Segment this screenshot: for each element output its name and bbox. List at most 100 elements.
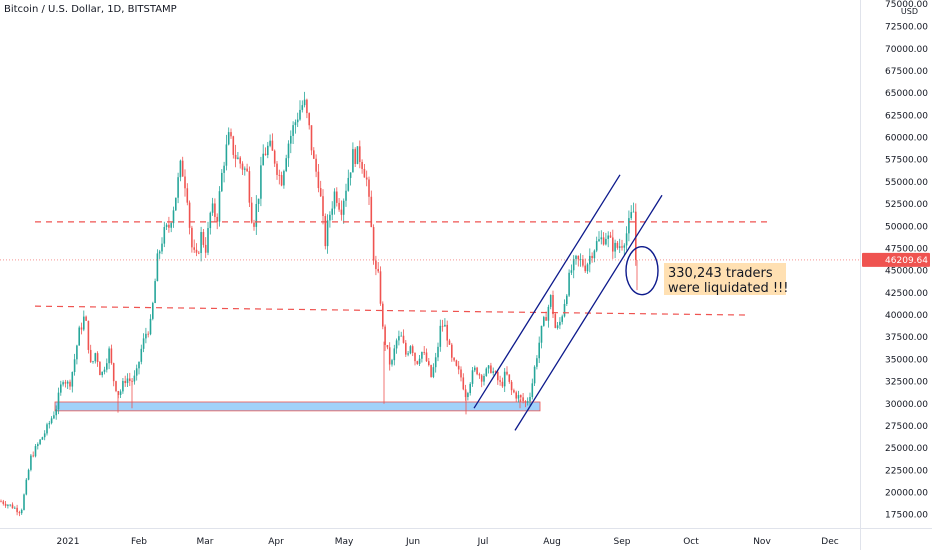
time-tick-label: Apr bbox=[268, 537, 284, 547]
candle-body bbox=[181, 160, 184, 177]
candle-body bbox=[568, 272, 570, 296]
candle-body bbox=[296, 119, 299, 123]
candle-body bbox=[207, 228, 209, 253]
candle-body bbox=[451, 344, 453, 358]
candle-body bbox=[306, 99, 308, 114]
candle-body bbox=[269, 140, 271, 146]
candle-body bbox=[625, 233, 628, 246]
candle-body bbox=[602, 237, 605, 245]
candle-body bbox=[87, 320, 90, 350]
candle-body bbox=[156, 253, 159, 282]
candle-body bbox=[575, 255, 577, 259]
price-tick-label: 62500.00 bbox=[885, 111, 928, 121]
candle-body bbox=[135, 368, 138, 376]
candle-body bbox=[191, 227, 193, 248]
candle-body bbox=[283, 171, 285, 186]
candle-body bbox=[232, 136, 235, 155]
candle-body bbox=[506, 371, 508, 375]
candle-body bbox=[246, 168, 248, 172]
candle-body bbox=[490, 365, 492, 373]
candle-body bbox=[549, 295, 552, 307]
candle-body bbox=[607, 235, 609, 239]
candle-body bbox=[2, 501, 5, 504]
candle-body bbox=[340, 209, 343, 215]
candle-body bbox=[124, 380, 126, 384]
highlight-circle bbox=[625, 245, 659, 296]
candle-body bbox=[457, 365, 460, 370]
candle-body bbox=[600, 237, 603, 240]
candle-body bbox=[188, 202, 191, 228]
candle-body bbox=[326, 220, 329, 247]
candle-body bbox=[469, 383, 471, 394]
candle-body bbox=[593, 250, 596, 259]
candle-body bbox=[485, 368, 488, 376]
candle-body bbox=[524, 401, 527, 403]
candle-body bbox=[347, 177, 350, 191]
candle-body bbox=[543, 317, 545, 326]
candle-body bbox=[129, 378, 131, 381]
candle-body bbox=[46, 424, 48, 434]
candle-body bbox=[179, 160, 182, 178]
candle-body bbox=[501, 381, 504, 387]
candle-body bbox=[533, 366, 536, 384]
candle-body bbox=[598, 239, 600, 242]
candle-body bbox=[336, 191, 338, 203]
candle-body bbox=[161, 243, 163, 252]
candle-body bbox=[163, 227, 166, 244]
candle-body bbox=[152, 303, 154, 319]
candle-body bbox=[71, 371, 74, 387]
candle-body bbox=[324, 216, 327, 247]
candle-body bbox=[414, 352, 416, 362]
price-tick-label: 25000.00 bbox=[885, 444, 928, 454]
candle-body bbox=[616, 242, 619, 248]
candle-body bbox=[605, 238, 607, 245]
candle-body bbox=[0, 501, 2, 503]
candle-body bbox=[411, 346, 414, 353]
candle-body bbox=[508, 374, 511, 382]
candle-body bbox=[253, 222, 255, 227]
candle-body bbox=[375, 260, 377, 270]
candle-body bbox=[80, 327, 83, 330]
candle-body bbox=[48, 423, 51, 425]
time-tick-label: Oct bbox=[683, 537, 699, 547]
price-tick-label: 72500.00 bbox=[885, 23, 928, 33]
candle-body bbox=[561, 316, 563, 322]
candle-body bbox=[386, 344, 389, 348]
candle-body bbox=[110, 348, 113, 364]
candle-body bbox=[391, 360, 393, 365]
candle-body bbox=[310, 125, 313, 151]
candle-body bbox=[572, 258, 575, 271]
candle-body bbox=[448, 340, 451, 345]
time-tick-label: May bbox=[335, 537, 354, 547]
candle-body bbox=[464, 389, 467, 398]
candle-body bbox=[577, 255, 580, 260]
time-tick-label: Jul bbox=[477, 537, 489, 547]
candle-body bbox=[363, 168, 366, 178]
candle-body bbox=[476, 367, 478, 375]
candle-body bbox=[398, 336, 400, 341]
candle-body bbox=[547, 306, 550, 321]
candle-body bbox=[630, 212, 632, 219]
candle-body bbox=[147, 333, 149, 335]
note-line-2: were liquidated !!! bbox=[668, 281, 788, 296]
candle-body bbox=[27, 469, 30, 480]
time-tick-label: Dec bbox=[821, 537, 838, 547]
candle-body bbox=[32, 455, 34, 457]
price-axis[interactable]: 17500.00 20000.00 22500.00 25000.00 27500.00… bbox=[860, 0, 931, 550]
price-tick-label: 35000.00 bbox=[885, 355, 928, 365]
candle-body bbox=[400, 335, 402, 337]
candle-body bbox=[621, 246, 623, 248]
candle-body bbox=[563, 303, 566, 317]
price-tick-label: 40000.00 bbox=[885, 311, 928, 321]
time-axis[interactable]: 2021 Feb Mar Apr May Jun Jul Aug Sep Oct Nov Dec bbox=[0, 528, 932, 548]
candle-body bbox=[520, 395, 522, 398]
candle-body bbox=[4, 503, 7, 506]
drawings-layer bbox=[0, 174, 860, 431]
price-tick-label: 17500.00 bbox=[885, 511, 928, 521]
candle-body bbox=[418, 358, 421, 364]
candle-body bbox=[446, 324, 448, 341]
candle-body bbox=[267, 145, 269, 156]
candle-body bbox=[285, 158, 287, 172]
candle-body bbox=[474, 367, 476, 371]
